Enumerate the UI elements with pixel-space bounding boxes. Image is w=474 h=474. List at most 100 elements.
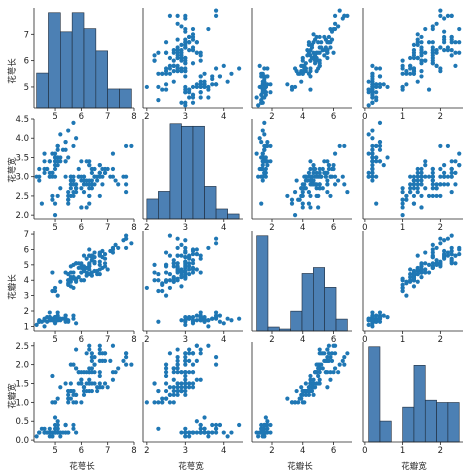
scatter-point-1-2-148 <box>183 45 188 50</box>
scatter-point-2-1-122 <box>68 182 73 187</box>
scatter-point-3-1-50 <box>52 318 58 323</box>
scatter-point-4-2-147 <box>163 366 169 371</box>
scatter-point-2-3-40 <box>262 159 267 164</box>
scatter-point-2-4-81 <box>404 197 409 202</box>
scatter-point-3-1-149 <box>84 256 89 261</box>
scatter-point-1-2-46 <box>183 90 188 95</box>
scatter-point-1-2-33 <box>225 79 230 84</box>
scatter-point-3-1-122 <box>68 264 73 269</box>
hist-bar-1-8 <box>119 88 132 109</box>
x-tick-label-4-3-1: 2 <box>269 446 274 456</box>
scatter-point-4-3-94 <box>289 400 295 405</box>
scatter-point-1-4-116 <box>449 48 454 53</box>
scatter-point-2-1-135 <box>81 189 87 195</box>
scatter-point-1-2-25 <box>198 90 203 95</box>
scatter-point-3-1-23 <box>42 324 47 329</box>
scatter-point-1-2-88 <box>156 50 161 55</box>
scatter-point-3-1-145 <box>97 251 102 257</box>
scatter-point-3-4-50 <box>370 318 375 323</box>
hist-bar-1-4 <box>71 12 85 109</box>
scatter-point-1-4-136 <box>449 13 454 18</box>
scatter-point-2-4-61 <box>400 213 405 218</box>
scatter-point-4-3-122 <box>314 362 319 367</box>
scatter-point-4-1-149 <box>84 351 89 356</box>
scatter-point-4-2-99 <box>163 396 169 401</box>
scatter-point-2-3-127 <box>312 182 318 187</box>
scatter-point-4-2-63 <box>152 400 157 405</box>
scatter-point-1-3-145 <box>326 40 332 45</box>
scatter-point-4-2-61 <box>144 400 149 405</box>
scatter-point-2-3-109 <box>328 193 333 199</box>
scatter-point-2-3-144 <box>329 166 335 172</box>
scatter-point-1-2-36 <box>190 84 196 90</box>
scatter-point-2-1-48 <box>42 166 47 172</box>
scatter-point-2-3-9 <box>260 178 265 183</box>
scatter-point-4-1-15 <box>74 430 79 435</box>
scatter-point-1-4-109 <box>430 40 435 45</box>
scatter-point-3-2-116 <box>190 258 196 263</box>
scatter-point-2-4-16 <box>377 120 383 125</box>
scatter-point-2-4-125 <box>442 163 447 168</box>
scatter-point-3-4-76 <box>415 271 420 277</box>
hist-bar-2-5 <box>192 125 205 220</box>
scatter-point-3-2-50 <box>194 318 199 323</box>
scatter-point-2-4-89 <box>411 174 417 179</box>
scatter-point-2-4-63 <box>400 205 405 210</box>
scatter-point-4-3-134 <box>317 381 322 386</box>
scatter-point-2-1-40 <box>55 159 60 164</box>
scatter-point-2-1-38 <box>50 151 55 156</box>
scatter-point-1-4-44 <box>385 84 390 90</box>
scatter-point-2-4-142 <box>449 170 454 175</box>
scatter-point-3-4-91 <box>408 271 413 277</box>
scatter-point-3-2-127 <box>175 265 180 271</box>
scatter-point-3-2-57 <box>194 267 199 272</box>
scatter-point-3-2-45 <box>213 310 219 315</box>
scatter-point-4-2-64 <box>179 385 184 390</box>
scatter-point-1-3-140 <box>322 34 327 40</box>
scatter-point-1-2-84 <box>171 58 176 63</box>
scatter-point-4-3-38 <box>260 434 265 439</box>
scatter-point-4-3-145 <box>326 343 332 348</box>
scatter-point-4-3-81 <box>297 396 302 401</box>
scatter-point-1-3-99 <box>285 82 290 87</box>
scatter-point-2-4-126 <box>430 166 435 172</box>
scatter-point-3-2-134 <box>175 261 180 266</box>
scatter-point-3-4-68 <box>400 276 405 281</box>
scatter-point-1-3-108 <box>336 24 341 29</box>
scatter-point-2-4-33 <box>366 132 371 137</box>
scatter-point-1-2-7 <box>198 95 203 100</box>
scatter-point-2-4-149 <box>449 159 454 164</box>
scatter-point-4-3-107 <box>308 373 313 379</box>
scatter-point-3-2-44 <box>202 315 207 320</box>
scatter-point-4-3-105 <box>328 354 333 360</box>
panel-3-2: 2 3 4 <box>142 231 243 345</box>
scatter-point-2-1-118 <box>124 143 129 149</box>
scatter-point-2-4-85 <box>419 174 424 179</box>
x-tick-label-2-4-2: 1 <box>400 223 405 233</box>
scatter-point-3-4-45 <box>377 310 383 315</box>
scatter-point-1-2-69 <box>152 53 157 58</box>
scatter-point-1-2-123 <box>175 13 180 18</box>
scatter-point-4-3-106 <box>340 358 345 363</box>
scatter-point-1-4-41 <box>374 84 379 90</box>
scatter-point-4-1-134 <box>87 381 92 386</box>
scatter-point-4-1-130 <box>110 377 116 382</box>
scatter-point-2-1-58 <box>50 197 55 202</box>
scatter-point-4-3-136 <box>332 351 338 356</box>
scatter-point-1-2-23 <box>206 95 211 100</box>
scatter-point-1-4-149 <box>449 53 454 58</box>
scatter-point-1-2-132 <box>213 8 219 13</box>
scatter-point-2-4-7 <box>374 159 379 164</box>
hist-bar-1-6 <box>95 50 108 109</box>
scatter-point-4-1-116 <box>89 351 94 356</box>
scatter-point-1-2-60 <box>171 79 176 84</box>
scatter-point-4-1-67 <box>68 381 73 386</box>
scatter-point-2-1-107 <box>50 193 55 199</box>
scatter-point-3-1-72 <box>81 278 87 283</box>
scatter-point-4-3-91 <box>306 392 312 397</box>
scatter-point-1-4-60 <box>415 79 420 84</box>
scatter-point-4-2-17 <box>217 422 223 428</box>
scatter-point-1-4-143 <box>434 63 439 68</box>
scatter-point-2-4-24 <box>381 163 386 168</box>
x-tick-label-4-1-1: 5 <box>52 446 57 456</box>
